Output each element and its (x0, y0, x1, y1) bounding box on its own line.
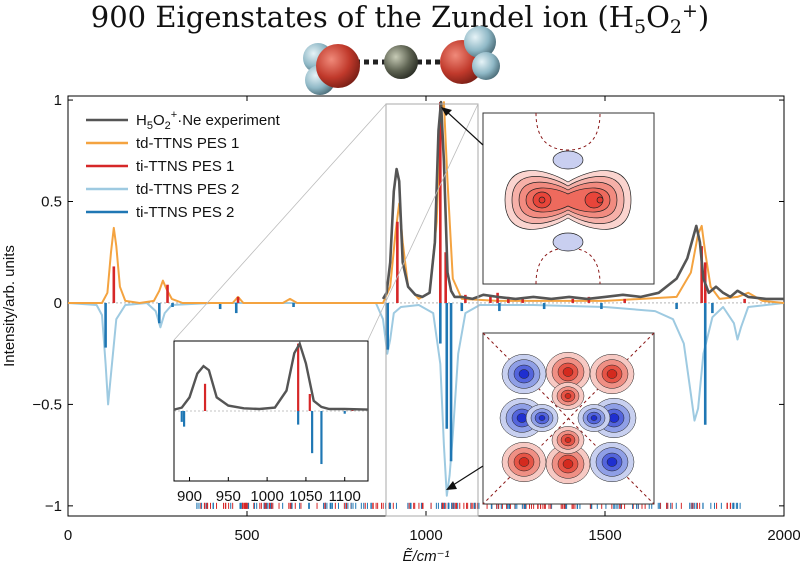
title-o: O (646, 0, 670, 34)
legend-label: ti-TTNS PES 2 (136, 204, 234, 221)
series-line-td-ttns-pes-1 (68, 101, 785, 304)
legend-label: td-TTNS PES 2 (136, 181, 239, 198)
legend-label: ti-TTNS PES 1 (136, 158, 234, 175)
x-tick-label: 1000 (409, 527, 442, 544)
x-tick-label: 500 (234, 527, 259, 544)
arrowhead-bottom (446, 481, 457, 490)
hydrogen-atom (472, 52, 500, 80)
inset-x-tick-label: 1100 (329, 488, 361, 505)
series-layer (67, 100, 785, 497)
x-tick-label: 2000 (767, 527, 800, 544)
title-sup: + (682, 0, 698, 22)
inset-x-tick-label: 1000 (250, 488, 283, 505)
pointer-arrow-top (444, 109, 484, 146)
arrowhead-top (441, 107, 452, 116)
x-tick-label: 0 (64, 527, 72, 544)
legend: H5O2+·Ne experiment td-TTNS PES 1 ti-TTNS … (86, 109, 281, 221)
title-sub5: 5 (634, 16, 646, 38)
pointer-arrow-bottom (449, 465, 484, 488)
hydrogen-atom (464, 26, 496, 58)
y-tick-label: 0.5 (41, 194, 62, 211)
inset-experiment-line (173, 340, 369, 411)
y-axis-label: Intensity/arb. units (1, 245, 18, 367)
inset-x-tick-label: 900 (177, 488, 202, 505)
inset-x-tick-label: 1050 (289, 488, 322, 505)
legend-label: H5O2+·Ne experiment (136, 109, 281, 132)
zundel-molecule-illustration (303, 26, 500, 95)
inset-x-tick-label: 950 (216, 488, 241, 505)
y-tick-label: 1 (54, 92, 62, 109)
wavefunction-map-top (482, 112, 655, 285)
inset-zoom-plot: 900 950 1000 1050 1100 (173, 340, 369, 505)
chart-title: 900 Eigenstates of the Zundel ion (H5O2+… (91, 0, 709, 38)
y-tick-label: −1 (45, 498, 62, 515)
series-line-h5o2-ne-experiment (381, 100, 784, 301)
neon-atom (384, 45, 418, 79)
wavefunction-map-bottom (482, 332, 655, 505)
title-close: ) (698, 0, 709, 34)
oxygen-atom (316, 44, 360, 88)
y-tick-label: 0 (54, 295, 62, 312)
title-sub2: 2 (670, 16, 682, 38)
title-main: 900 Eigenstates of the Zundel ion (H (91, 0, 634, 34)
x-tick-label: 1500 (588, 527, 621, 544)
zoom-indicator (173, 103, 479, 517)
y-tick-label: −0.5 (32, 396, 62, 413)
legend-label: td-TTNS PES 1 (136, 135, 239, 152)
main-axes-ticks: 0 500 1000 1500 2000 −1 −0.5 0 0.5 1 (32, 92, 800, 544)
x-axis-label: Ẽ/cm⁻¹ (402, 548, 449, 565)
inset-ticks: 900 950 1000 1050 1100 (177, 477, 361, 505)
